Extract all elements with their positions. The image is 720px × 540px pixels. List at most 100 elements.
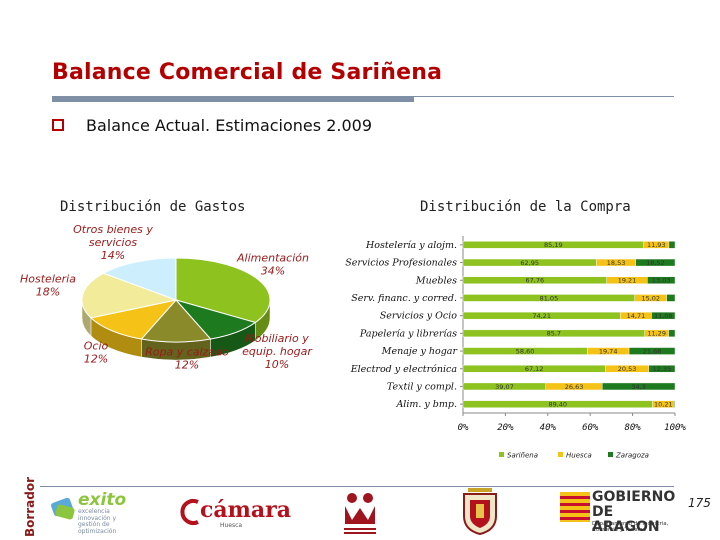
bar-value-label-9-1: 10,21 xyxy=(654,400,673,408)
pie-side-walls xyxy=(81,299,271,361)
bar-value-label-0-1: 11,93 xyxy=(647,241,666,249)
bar-x-tick-label-3: 60% xyxy=(582,423,599,433)
municipal-coat-of-arms xyxy=(458,486,502,536)
legend-swatch-0 xyxy=(499,452,504,457)
pie-label-3: Ocio 12% xyxy=(84,340,109,366)
pie-label-5: Otros bienes y servicios 14% xyxy=(73,223,153,262)
pie-slice-5 xyxy=(102,257,177,301)
bar-value-label-6-2: 21,66 xyxy=(643,347,662,355)
pie-label-2: Ropa y calzado 12% xyxy=(145,346,229,372)
camara-logo-name: cámara xyxy=(200,497,292,523)
bar-value-label-1-1: 18,53 xyxy=(607,259,626,267)
bar-value-label-4-0: 74,21 xyxy=(532,312,551,320)
bar-segment-5-2 xyxy=(668,329,676,338)
title-underline-bar xyxy=(52,96,414,102)
bar-value-label-8-0: 39,07 xyxy=(495,383,514,391)
footer-rule xyxy=(40,486,674,487)
pie-slice-2 xyxy=(140,299,212,343)
gobierno-logo-subtitle: Departamento de Industria, Comercio y Tu… xyxy=(592,521,669,533)
legend-label-1: Huesca xyxy=(566,452,592,460)
legend-label-0: Sariñena xyxy=(507,452,538,460)
exito-logo-name: exito xyxy=(78,490,127,510)
pie-top-faces xyxy=(81,257,271,343)
bar-x-tick-label-5: 100% xyxy=(664,423,686,433)
exito-logo: exito excelencia innovación y gestión de… xyxy=(48,490,130,534)
bar-category-label-8: Textil y compl. xyxy=(387,381,457,392)
draft-stamp: Borrador xyxy=(16,477,37,537)
exito-logo-icon xyxy=(51,497,75,520)
right-chart-heading: Distribución de la Compra xyxy=(420,199,631,215)
bar-value-label-2-1: 19,21 xyxy=(618,277,637,285)
bar-x-tick-label-0: 0% xyxy=(458,423,469,433)
bar-category-label-2: Muebles xyxy=(415,275,457,286)
monegros-logo xyxy=(340,490,380,536)
bar-segment-7-2 xyxy=(648,365,676,373)
bar-segment-4-2 xyxy=(651,311,676,320)
bar-category-label-6: Menaje y hogar xyxy=(381,346,459,357)
bar-segment-9-2 xyxy=(673,400,676,408)
bar-value-label-5-0: 85,7 xyxy=(547,330,561,338)
bar-value-label-6-1: 19,74 xyxy=(599,347,618,355)
bar-category-label-1: Servicios Profesionales xyxy=(345,258,457,269)
bar-value-label-4-2: 11,08 xyxy=(654,312,673,320)
bar-value-label-4-1: 14,71 xyxy=(627,312,646,320)
gobierno-aragon-logo: GOBIERNO DE ARAGON Departamento de Indus… xyxy=(560,489,680,535)
bar-value-label-3-0: 81,05 xyxy=(540,294,559,302)
camara-logo-subtitle: Huesca xyxy=(220,522,243,529)
bar-value-label-8-1: 26,63 xyxy=(565,383,584,391)
coat-of-arms-icon xyxy=(463,488,497,536)
pie-label-1: Mobiliario y equip. hogar 10% xyxy=(242,332,313,371)
bar-segment-0-2 xyxy=(668,241,676,249)
pie-slice-3 xyxy=(89,299,178,340)
bar-x-tick-label-4: 80% xyxy=(624,423,641,433)
bar-value-label-7-1: 20,53 xyxy=(618,365,637,373)
camara-logo-mark-icon xyxy=(180,499,199,525)
bar-value-label-2-0: 67,76 xyxy=(526,277,545,285)
camara-logo: cámara Huesca xyxy=(180,496,291,532)
legend-swatch-1 xyxy=(558,452,563,457)
bar-segment-2-2 xyxy=(647,276,676,284)
legend-swatch-2 xyxy=(608,452,613,457)
legend-label-2: Zaragoza xyxy=(615,452,649,460)
page-number: 175 xyxy=(688,496,711,510)
bar-category-label-0: Hostelería y alojm. xyxy=(365,240,457,251)
bar-segment-8-2 xyxy=(602,382,676,391)
bar-category-label-3: Serv. financ. y corred. xyxy=(351,293,457,304)
bar-value-label-9-0: 89,40 xyxy=(548,400,567,408)
bar-value-label-7-2: 12,35 xyxy=(653,365,672,373)
bar-value-label-3-1: 15,02 xyxy=(641,294,660,302)
pie-slice-4 xyxy=(81,272,178,319)
bullet-square-icon xyxy=(52,119,64,131)
bar-category-label-4: Servicios y Ocio xyxy=(380,311,458,322)
bar-value-label-6-0: 58,60 xyxy=(516,347,535,355)
bar-value-label-2-2: 13,03 xyxy=(652,277,671,285)
monegros-logo-icon xyxy=(344,493,376,534)
bar-segment-1-2 xyxy=(635,258,676,267)
pie-label-0: Alimentación 34% xyxy=(236,252,309,278)
bar-value-label-1-2: 18,52 xyxy=(646,259,665,267)
bar-segment-6-2 xyxy=(628,347,676,355)
left-chart-heading: Distribución de Gastos xyxy=(60,199,246,215)
bar-value-label-7-0: 67,12 xyxy=(525,365,544,373)
aragon-flag-icon xyxy=(560,492,590,522)
bar-category-label-5: Papelería y librerías xyxy=(359,328,457,339)
slide-subtitle: Balance Actual. Estimaciones 2.009 xyxy=(86,116,372,135)
bar-x-tick-label-2: 40% xyxy=(540,423,557,433)
bar-value-label-0-0: 85,19 xyxy=(544,241,563,249)
draft-stamp-text: Borrador xyxy=(23,476,38,538)
pie-labels: Alimentación 34% Mobiliario y equip. hogar 1… xyxy=(20,223,313,372)
bar-plot-area: 85,19 11,93 62,95 18,53 18,52 67,76 19,21 13,03… xyxy=(460,236,676,416)
bar-category-label-7: Electrod y electrónica xyxy=(350,364,458,375)
title-underline-rule xyxy=(52,96,674,97)
pie-label-4: Hosteleria 18% xyxy=(20,273,76,299)
bar-legend: Sariñena Huesca Zaragoza xyxy=(499,452,649,460)
exito-logo-tagline: excelencia innovación y gestión de optim… xyxy=(78,508,117,535)
bar-value-label-1-0: 62,95 xyxy=(520,259,539,267)
slide-title: Balance Comercial de Sariñena xyxy=(52,60,443,85)
bar-segment-3-2 xyxy=(666,294,676,302)
bar-x-tick-label-1: 20% xyxy=(497,423,514,433)
bar-category-label-9: Alim. y bmp. xyxy=(395,399,457,410)
gobierno-logo-name: GOBIERNO DE ARAGON xyxy=(592,489,676,535)
